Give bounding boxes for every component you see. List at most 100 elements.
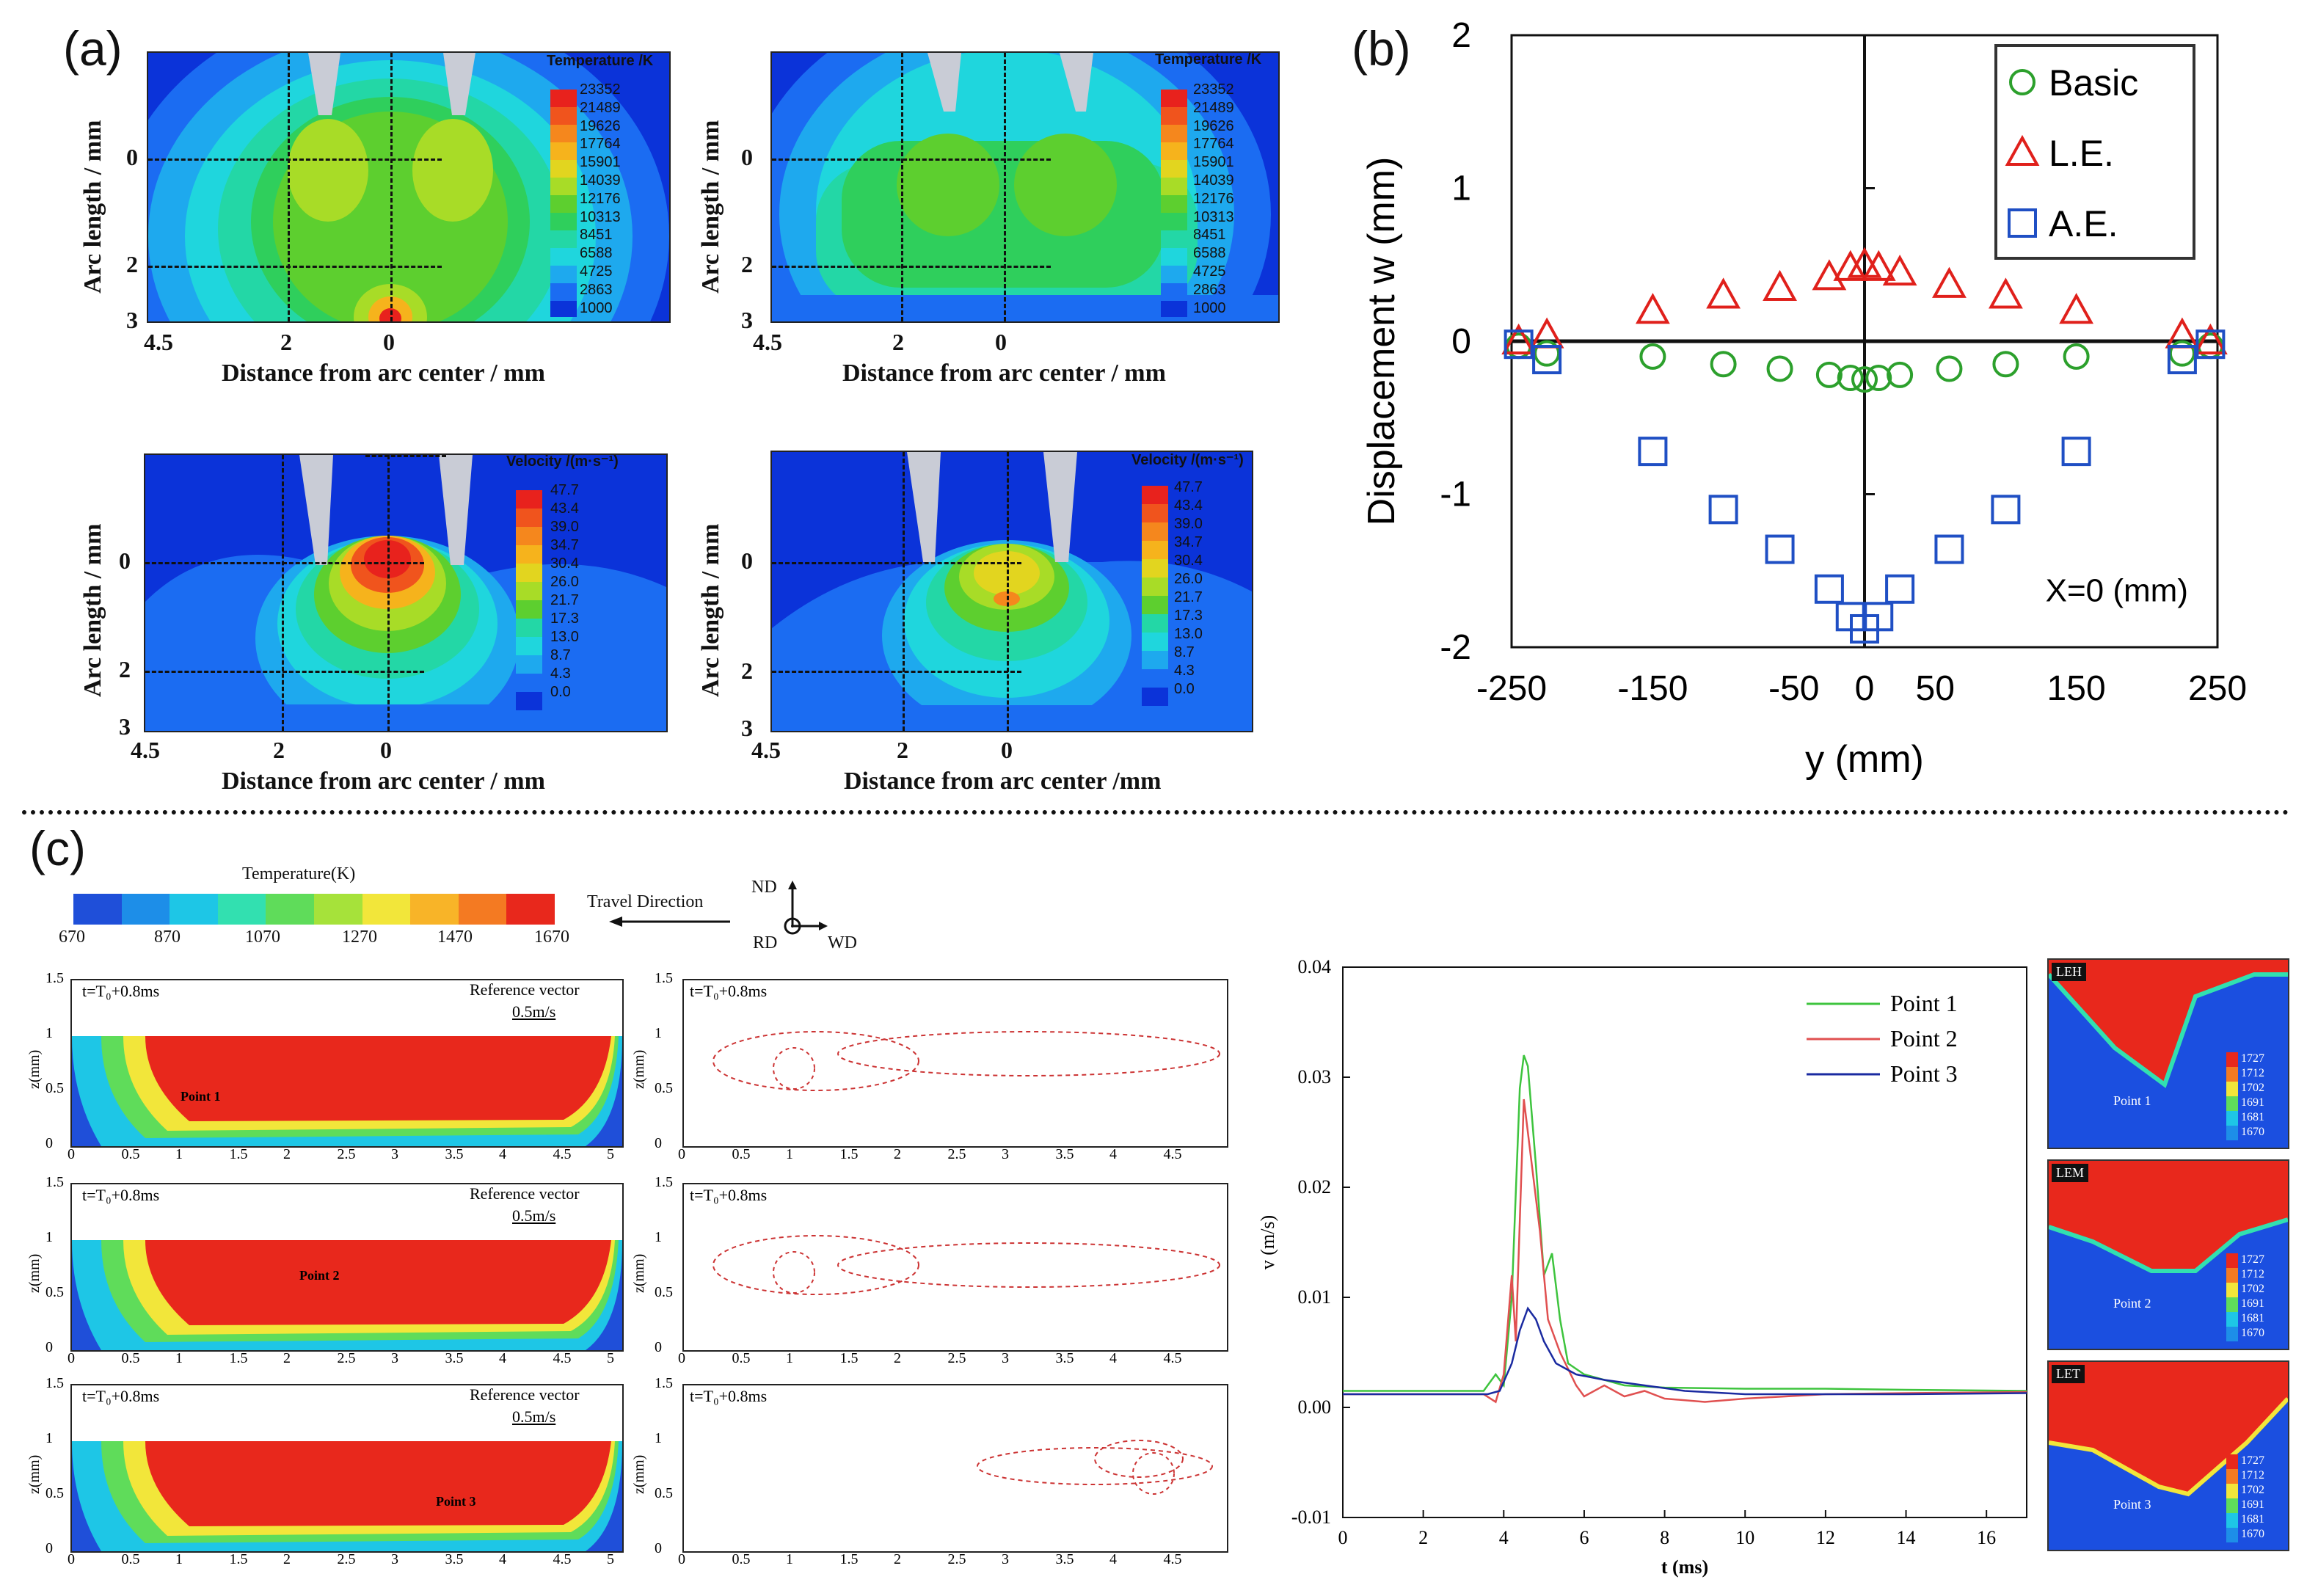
- b-circle-point-12: [2063, 343, 2090, 370]
- slice-3-xtick-4: 2: [283, 1551, 291, 1567]
- side-3-scale-value-1: 1712: [2241, 1469, 2264, 1482]
- b-ytick-label-2: 0: [1451, 322, 1471, 361]
- stream-zlabel-2: z(mm): [631, 1253, 647, 1293]
- side-3-scale-swatch-5: [2226, 1528, 2238, 1542]
- c-ylabel: v (m/s): [1257, 1215, 1278, 1269]
- b-legend-marker-2: [2008, 208, 2037, 238]
- side-3-scale-swatch-3: [2226, 1498, 2238, 1513]
- slice-1-ztick-1: 1: [45, 1025, 53, 1041]
- stream-1-xtick-0: 0: [678, 1146, 685, 1162]
- side-1-scale-value-3: 1691: [2241, 1096, 2264, 1109]
- b-legend-marker-0: [2009, 69, 2036, 95]
- slice-1-xtick-0: 0: [68, 1146, 75, 1162]
- b-square-point-13: [2167, 345, 2197, 375]
- b-square-point-4: [1765, 534, 1795, 564]
- stream-1-xtick-4: 2: [894, 1146, 901, 1162]
- b-xtick-label-0: -250: [1476, 669, 1547, 708]
- slice-point-label-1: Point 1: [181, 1089, 221, 1104]
- b-triangle-point-6: [1833, 249, 1868, 281]
- slice-point-label-3: Point 3: [436, 1494, 476, 1509]
- stream-2-xtick-5: 2.5: [947, 1350, 966, 1366]
- a3-ytick-2: 2: [119, 656, 131, 682]
- a4-ytick-2: 2: [741, 657, 753, 684]
- stream-time-label-1: t=T₀+0.8ms: [690, 982, 768, 1000]
- stream-3-xtick-6: 3: [1002, 1551, 1009, 1567]
- slice-3-ztick-1: 1: [45, 1430, 53, 1446]
- stream-3-ztick-1: 1: [655, 1430, 662, 1446]
- b-triangle-point-2: [1636, 293, 1670, 324]
- stream-1-xtick-5: 2.5: [947, 1146, 966, 1162]
- a-xlabel-1: Distance from arc center / mm: [222, 360, 545, 387]
- b-square-point-1: [1532, 345, 1562, 375]
- slice-1-xtick-8: 4: [499, 1146, 506, 1162]
- stream-1-xtick-2: 1: [786, 1146, 793, 1162]
- b-square-point-10: [1934, 534, 1964, 564]
- temp-colorbar-values-2: 23352 21489 19626 17764 15901 14039 12176 10313…: [1193, 81, 1234, 316]
- slice-2-xtick-4: 2: [283, 1350, 291, 1366]
- a-ytick-0: 0: [126, 144, 138, 170]
- side-panel-let-point: Point 3: [2113, 1497, 2151, 1512]
- c-ytick-label-1: 0.03: [1298, 1066, 1332, 1087]
- stream-2-xtick-7: 3.5: [1055, 1350, 1074, 1366]
- slice-2-xtick-6: 3: [391, 1350, 398, 1366]
- side-1-scale-value-1: 1712: [2241, 1067, 2264, 1079]
- c-cbar-tick-870: 870: [154, 928, 181, 947]
- b-triangle-point-10: [1932, 266, 1967, 298]
- temp-colorbar: [550, 90, 577, 317]
- b-ylabel: Displacement w (mm): [1360, 157, 1403, 526]
- a-xlabel-3: Distance from arc center / mm: [222, 768, 545, 795]
- b-annotation: X=0 (mm): [2046, 572, 2188, 608]
- side-3-scale-swatch-2: [2226, 1484, 2238, 1498]
- a-ylabel-1: Arc length / mm: [79, 120, 106, 294]
- temp-colorbar-values: 23352 21489 19626 17764 15901 14039 12176 10313…: [580, 81, 621, 316]
- a4-xtick-45: 4.5: [751, 737, 781, 763]
- c-plot-frame: [1342, 966, 2027, 1518]
- slice-2-ztick-0: 1.5: [45, 1174, 64, 1190]
- stream-1-ztick-3: 0: [655, 1135, 662, 1151]
- a2-ytick-0: 0: [741, 144, 753, 170]
- a3-ytick-0: 0: [119, 547, 131, 574]
- slice-point-label-2: Point 2: [299, 1268, 340, 1283]
- slice-3-xtick-0: 0: [68, 1551, 75, 1567]
- c-xtick-label-5: 10: [1735, 1527, 1754, 1548]
- stream-3-xtick-3: 1.5: [839, 1551, 859, 1567]
- slice-3-ztick-0: 1.5: [45, 1375, 64, 1391]
- side-2-scale-swatch-4: [2226, 1312, 2238, 1327]
- velocity-contour-bottom-right: [770, 451, 1253, 732]
- slice-2-xtick-9: 4.5: [553, 1350, 572, 1366]
- a3-xtick-2: 2: [273, 737, 285, 763]
- c-ytick-label-3: 0.01: [1298, 1286, 1332, 1308]
- a2-xtick-2: 2: [892, 329, 904, 355]
- slice-3-xtick-5: 2.5: [337, 1551, 356, 1567]
- b-triangle-point-8: [1861, 249, 1896, 281]
- slice-2-xtick-2: 1: [175, 1350, 183, 1366]
- stream-3-ztick-2: 0.5: [655, 1485, 673, 1501]
- velocity-colorbar: [516, 490, 542, 710]
- velocity-colorbar-values: 47.7 43.4 39.0 34.7 30.4 26.0 21.7 17.3 13.0 8.7 4…: [550, 482, 579, 700]
- slice-1-xtick-10: 5: [607, 1146, 614, 1162]
- side-2-scale-value-0: 1727: [2241, 1253, 2264, 1266]
- b-triangle-point-12: [2059, 293, 2093, 324]
- c-xtick-label-1: 2: [1418, 1527, 1428, 1548]
- b-square-point-14: [2195, 329, 2226, 360]
- side-3-scale-swatch-1: [2226, 1469, 2238, 1484]
- section-separator: [22, 810, 2289, 815]
- b-legend-label-1: L.E.: [2049, 133, 2114, 174]
- panel-c-label: (c): [29, 821, 86, 875]
- stream-1-xtick-7: 3.5: [1055, 1146, 1074, 1162]
- stream-1-xtick-9: 4.5: [1163, 1146, 1182, 1162]
- b-legend-label-2: A.E.: [2049, 203, 2118, 244]
- b-ytick-label-3: -1: [1440, 475, 1471, 514]
- a3-xtick-45: 4.5: [131, 737, 160, 763]
- stream-2-ztick-2: 0.5: [655, 1284, 673, 1300]
- b-triangle-point-9: [1882, 255, 1917, 286]
- b-circle-point-9: [1887, 361, 1914, 388]
- b-circle-point-8: [1865, 365, 1892, 392]
- b-square-point-9: [1885, 574, 1915, 604]
- b-xtick-label-6: 250: [2188, 669, 2247, 708]
- c-series-line-2: [1343, 1306, 2027, 1396]
- panel-a-label: (a): [63, 21, 123, 76]
- side-3-scale-swatch-4: [2226, 1513, 2238, 1528]
- stream-3-ztick-0: 1.5: [655, 1375, 673, 1391]
- stream-2-xtick-8: 4: [1109, 1350, 1117, 1366]
